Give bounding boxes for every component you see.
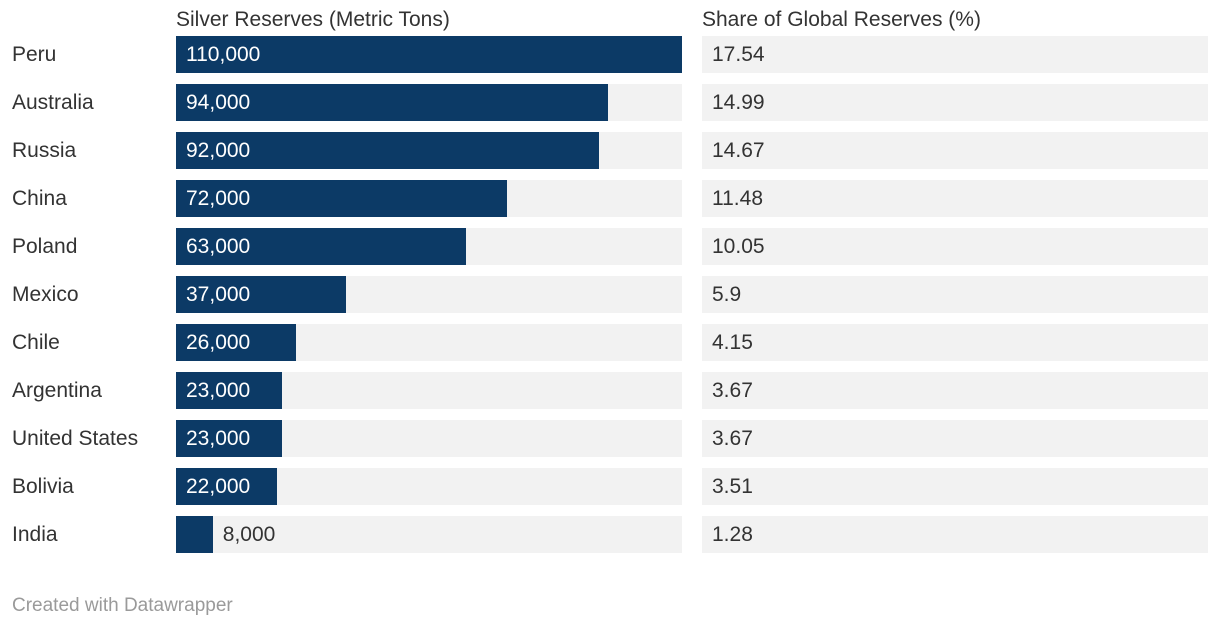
country-label: Argentina: [12, 379, 102, 402]
table-row: India 8,000 1.28: [0, 516, 1220, 553]
bar-fill: [176, 84, 609, 121]
share-value-cell: 14.99: [702, 84, 1208, 121]
country-label: United States: [12, 427, 139, 450]
bar-value-label: 8,000: [222, 523, 276, 546]
bar-value-label: 63,000: [186, 235, 251, 258]
table-row: Chile 26,000 4.15: [0, 324, 1220, 361]
table-row: Bolivia 22,000 3.51: [0, 468, 1220, 505]
bar-track: 72,000: [176, 180, 682, 217]
bar-track: 8,000: [176, 516, 682, 553]
bar-fill: [176, 36, 682, 73]
share-value-cell: 1.28: [702, 516, 1208, 553]
country-label: China: [12, 187, 67, 210]
bar-value-label: 23,000: [186, 427, 251, 450]
label-column-spacer: [0, 8, 176, 36]
country-label: Chile: [12, 331, 60, 354]
country-label: Australia: [12, 91, 94, 114]
table-row: China 72,000 11.48: [0, 180, 1220, 217]
bar-track: 63,000: [176, 228, 682, 265]
bar-fill: [176, 180, 508, 217]
bars-column-header: Silver Reserves (Metric Tons): [176, 8, 450, 31]
bar-track: 23,000: [176, 420, 682, 457]
bar-fill: [176, 516, 213, 553]
column-gutter: [682, 516, 702, 553]
table-row: Poland 63,000 10.05: [0, 228, 1220, 265]
share-column-header: Share of Global Reserves (%): [702, 8, 981, 31]
share-value-cell: 3.51: [702, 468, 1208, 505]
share-value-cell: 10.05: [702, 228, 1208, 265]
bar-value-label: 22,000: [186, 475, 251, 498]
bar-value-label: 23,000: [186, 379, 251, 402]
table-row: Russia 92,000 14.67: [0, 132, 1220, 169]
bar-fill: [176, 468, 278, 505]
bar-value-label: 92,000: [186, 139, 251, 162]
bar-fill: [176, 132, 600, 169]
table-row: Mexico 37,000 5.9: [0, 276, 1220, 313]
bar-track: 22,000: [176, 468, 682, 505]
chart-rows: Peru 110,000 17.54 Australia 94,000 14.9…: [0, 36, 1220, 553]
bar-track: 92,000: [176, 132, 682, 169]
column-gutter: [682, 36, 702, 73]
table-row: United States 23,000 3.67: [0, 420, 1220, 457]
share-value-cell: 3.67: [702, 372, 1208, 409]
table-row: Argentina 23,000 3.67: [0, 372, 1220, 409]
bar-fill: [176, 324, 296, 361]
datawrapper-attribution-link[interactable]: Created with Datawrapper: [12, 595, 233, 616]
column-gutter: [682, 132, 702, 169]
bar-value-label: 110,000: [186, 43, 261, 66]
bar-track: 94,000: [176, 84, 682, 121]
bar-value-label: 94,000: [186, 91, 251, 114]
bar-fill: [176, 276, 347, 313]
country-label: Poland: [12, 235, 78, 258]
column-gutter: [682, 228, 702, 265]
bar-fill: [176, 228, 466, 265]
column-headers: Silver Reserves (Metric Tons) Share of G…: [0, 0, 1220, 36]
country-label: Bolivia: [12, 475, 74, 498]
share-value-cell: 11.48: [702, 180, 1208, 217]
bar-fill: [176, 372, 282, 409]
share-value-cell: 5.9: [702, 276, 1208, 313]
bar-value-label: 37,000: [186, 283, 251, 306]
table-row: Australia 94,000 14.99: [0, 84, 1220, 121]
table-row: Peru 110,000 17.54: [0, 36, 1220, 73]
country-label: Peru: [12, 43, 57, 66]
bar-track: 26,000: [176, 324, 682, 361]
column-gutter: [682, 468, 702, 505]
bar-track: 110,000: [176, 36, 682, 73]
column-gutter: [682, 372, 702, 409]
column-gutter: [682, 84, 702, 121]
bar-value-label: 26,000: [186, 331, 251, 354]
country-label: Russia: [12, 139, 77, 162]
country-label: Mexico: [12, 283, 79, 306]
share-value-cell: 3.67: [702, 420, 1208, 457]
share-value-cell: 4.15: [702, 324, 1208, 361]
share-value-cell: 17.54: [702, 36, 1208, 73]
bar-track: 23,000: [176, 372, 682, 409]
column-gutter: [682, 8, 702, 36]
column-gutter: [682, 324, 702, 361]
share-value-cell: 14.67: [702, 132, 1208, 169]
bar-value-label: 72,000: [186, 187, 251, 210]
bar-fill: [176, 420, 282, 457]
column-gutter: [682, 180, 702, 217]
bar-track: 37,000: [176, 276, 682, 313]
column-gutter: [682, 420, 702, 457]
column-gutter: [682, 276, 702, 313]
country-label: India: [12, 523, 58, 546]
